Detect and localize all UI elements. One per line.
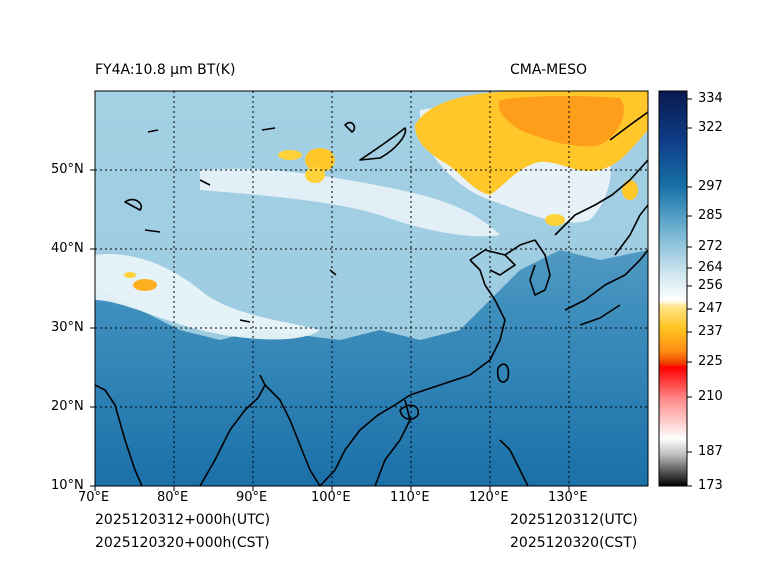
colorbar-ticks	[687, 98, 692, 487]
colorbar-tick-label: 210	[698, 389, 723, 404]
model-title: CMA-MESO	[510, 62, 588, 78]
map-area	[95, 91, 648, 486]
forecast-time-utc: 2025120312+000h(UTC)	[95, 512, 271, 528]
colorbar-tick-label: 256	[698, 278, 723, 293]
lat-tick-label: 40°N	[51, 241, 84, 256]
colorbar-tick-label: 187	[698, 444, 723, 459]
colorbar-tick-label: 173	[698, 478, 723, 493]
lat-tick-label: 20°N	[51, 399, 84, 414]
cloud-core-ne	[498, 95, 624, 147]
colorbar-tick-label: 272	[698, 239, 723, 254]
colorbar-tick-label: 334	[698, 91, 723, 106]
lon-tick-label: 110°E	[390, 490, 430, 505]
colorbar	[658, 90, 688, 487]
graticule	[95, 91, 648, 486]
lon-tick-label: 100°E	[311, 490, 351, 505]
north-cold-band	[200, 168, 500, 237]
lon-tick-label: 130°E	[548, 490, 588, 505]
cloud-top-mongolia	[305, 148, 335, 172]
colorbar-tick-label: 297	[698, 179, 723, 194]
lon-tick-label: 80°E	[157, 490, 189, 505]
map-frame	[94, 90, 649, 487]
colorbar-tick-label: 237	[698, 324, 723, 339]
coastlines	[95, 111, 648, 486]
plateau-cold	[95, 254, 320, 340]
colorbar-tick-label: 247	[698, 301, 723, 316]
lat-tick-label: 10°N	[51, 478, 84, 493]
cloud-top-tibet	[133, 279, 157, 291]
init-time-cst: 2025120320(CST)	[510, 535, 638, 551]
lon-tick-label: 70°E	[78, 490, 110, 505]
lat-tick-label: 50°N	[51, 162, 84, 177]
lat-tick-label: 30°N	[51, 320, 84, 335]
colorbar-tick-label: 322	[698, 120, 723, 135]
axis-ticks	[90, 169, 570, 491]
map-title: FY4A:10.8 μm BT(K)	[95, 62, 236, 78]
init-time-utc: 2025120312(UTC)	[510, 512, 638, 528]
lon-tick-label: 90°E	[236, 490, 268, 505]
colorbar-tick-label: 225	[698, 354, 723, 369]
colorbar-tick-label: 285	[698, 208, 723, 223]
forecast-time-cst: 2025120320+000h(CST)	[95, 535, 270, 551]
colorbar-tick-label: 264	[698, 260, 723, 275]
lon-tick-label: 120°E	[469, 490, 509, 505]
